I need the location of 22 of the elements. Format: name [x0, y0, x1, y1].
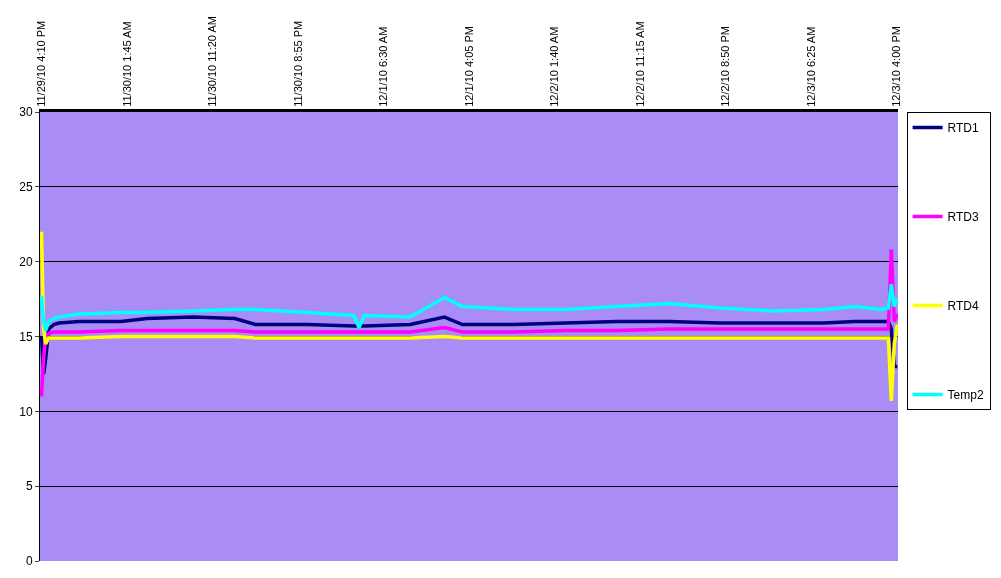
x-tick-label: 12/1/10 4:05 PM — [462, 26, 475, 107]
x-tick-label: 12/2/10 8:50 PM — [719, 26, 732, 107]
x-tick-label: 12/3/10 4:00 PM — [890, 26, 903, 107]
legend-label: RTD4 — [947, 299, 980, 314]
y-tick-label: 15 — [19, 329, 33, 344]
x-tick-label: 12/2/10 11:15 AM — [633, 21, 646, 107]
x-tick-label: 12/2/10 1:40 AM — [548, 26, 561, 107]
y-tick-label: 20 — [19, 254, 33, 269]
x-tick-label: 12/3/10 6:25 AM — [804, 26, 817, 107]
y-tick-label: 30 — [19, 105, 33, 120]
x-tick-label: 12/1/10 6:30 AM — [377, 26, 390, 107]
y-tick-label: 25 — [19, 180, 33, 195]
y-tick-label: 10 — [19, 404, 33, 419]
legend-label: RTD1 — [947, 121, 980, 136]
legend-label: RTD3 — [947, 210, 980, 225]
x-tick-label: 11/30/10 1:45 AM — [120, 21, 133, 107]
x-tick-label: 11/29/10 4:10 PM — [35, 20, 48, 107]
y-tick-label: 0 — [25, 554, 33, 569]
y-tick-label: 5 — [25, 479, 33, 494]
x-tick-label: 11/30/10 11:20 AM — [206, 16, 219, 107]
x-tick-label: 11/30/10 8:55 PM — [291, 20, 304, 107]
legend-label: Temp2 — [947, 388, 984, 403]
